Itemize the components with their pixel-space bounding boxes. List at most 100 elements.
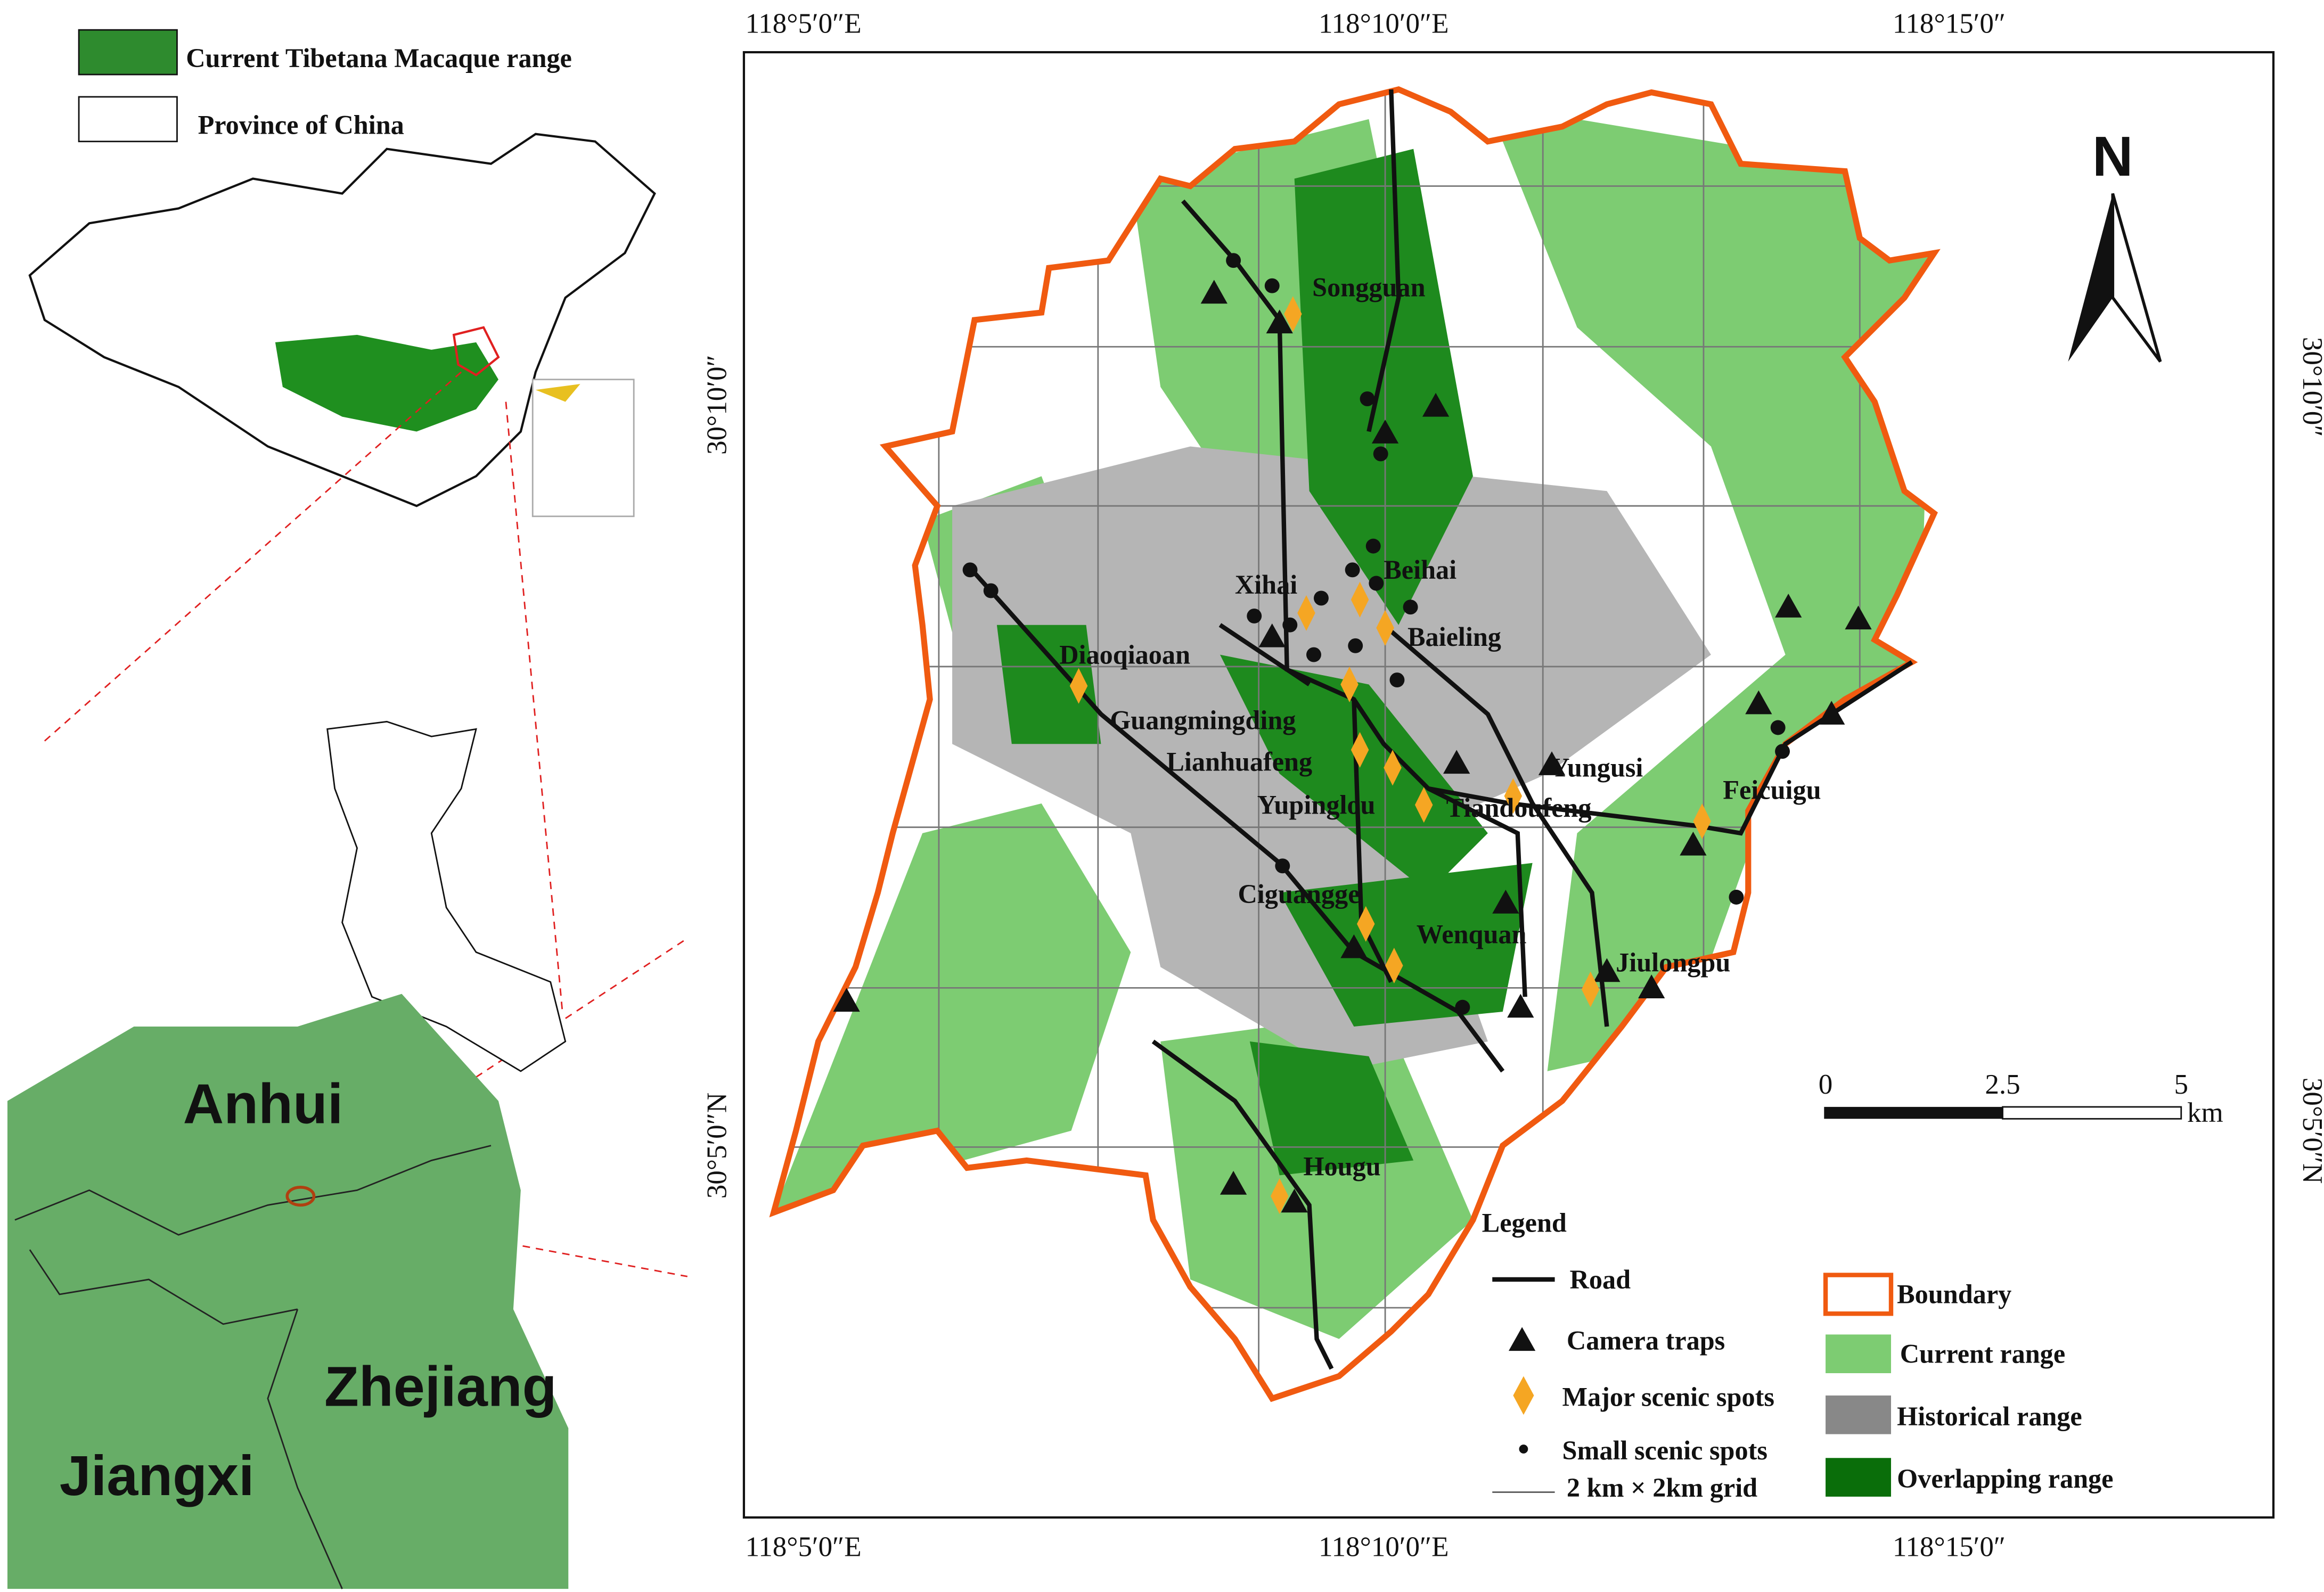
scenic-spot <box>1504 778 1523 814</box>
camera-trap <box>1492 890 1519 914</box>
small-scenic-spot <box>1360 391 1375 407</box>
small-scenic-spot <box>983 583 999 598</box>
north-label: N <box>2092 125 2133 188</box>
scenic-spot <box>1270 1178 1289 1214</box>
legend-label: Small scenic spots <box>1562 1435 1767 1465</box>
places-label: Guangmingding <box>1110 705 1296 735</box>
legend-label: Camera traps <box>1567 1325 1725 1355</box>
scale-bar-label: 0 <box>1819 1069 1833 1100</box>
china-outline <box>28 133 656 507</box>
axes-label: 118°10′0″E <box>1319 1532 1449 1563</box>
study-area <box>285 1185 316 1207</box>
scale-bar <box>2002 1106 2182 1120</box>
camera-trap <box>1507 994 1534 1018</box>
south-sea-inset <box>531 379 635 518</box>
camera-trap <box>1340 934 1368 958</box>
scenic-spot <box>1351 581 1369 618</box>
camera-trap <box>1745 690 1772 715</box>
scenic-spot <box>1385 947 1403 984</box>
scenic-spot <box>1069 668 1088 704</box>
anhui-outline <box>452 326 500 376</box>
overlapping-range <box>996 149 1533 1176</box>
small-scenic-spot <box>1369 576 1384 591</box>
camera-trap <box>1538 751 1566 775</box>
camera-trap <box>1281 1188 1308 1213</box>
small-scenic-spot <box>1226 253 1241 268</box>
camera-trap <box>1680 832 1707 856</box>
camera-trap <box>1443 750 1470 774</box>
small-scenic-spot <box>1365 538 1381 554</box>
axes-label: 30°10′0″ <box>2297 337 2324 437</box>
regions-label: Jiangxi <box>60 1445 255 1507</box>
legend-label: Historical range <box>1897 1401 2082 1431</box>
camera-trap <box>1266 309 1293 334</box>
axes-label: 118°15′0″ <box>1893 9 2006 39</box>
small-scenic-spot <box>1313 590 1329 606</box>
places-label: Tiandoufeng <box>1446 793 1592 823</box>
camera-trap <box>1775 594 1802 618</box>
places-label: Xihai <box>1235 570 1297 600</box>
places-label: Diaoqiaoan <box>1059 639 1190 669</box>
legend-current <box>1826 1334 1891 1374</box>
small-scenic-spot <box>1729 890 1744 905</box>
camera-trap <box>1200 280 1228 304</box>
places-label: Jiulongpu <box>1616 948 1730 978</box>
legend-swatch <box>78 29 178 76</box>
camera-trap <box>1422 392 1450 417</box>
legend-boundary <box>1823 1273 1894 1316</box>
province-border <box>14 1145 492 1589</box>
places-label: Songguan <box>1312 272 1425 302</box>
small-scenic-spot <box>1455 999 1470 1015</box>
camera-trap <box>1845 605 1872 630</box>
places-label: Wenquan <box>1417 920 1527 949</box>
places-label: Baieling <box>1408 622 1501 652</box>
camera-trap <box>1818 701 1845 725</box>
places-label: Feicuigu <box>1723 775 1821 805</box>
scale-bar-label: 5 <box>2174 1069 2189 1100</box>
scenic-spot <box>1414 787 1433 823</box>
land <box>535 384 580 402</box>
legend-historical <box>1826 1395 1891 1434</box>
axes-label: 118°5′0″E <box>746 1532 862 1563</box>
legend-label: 2 km × 2km grid <box>1567 1473 1757 1503</box>
small-scenic-spot <box>1306 647 1321 662</box>
small-scenic-spot <box>1282 617 1298 633</box>
places-label: Beihai <box>1384 555 1456 585</box>
camera-trap <box>1220 1171 1247 1195</box>
small-scenic-spot <box>1345 562 1360 578</box>
macaque-range <box>275 334 498 432</box>
small-scenic-spot <box>1389 672 1405 688</box>
small-scenic-spot <box>1275 858 1290 874</box>
small-scenic-spot <box>1348 638 1363 653</box>
camera-trap <box>1258 623 1286 647</box>
small-scenic-spot <box>1770 720 1786 735</box>
scale-bar <box>1824 1106 2003 1119</box>
small-scenic-spot <box>1247 608 1262 623</box>
legend-label: Legend <box>1482 1208 1567 1238</box>
inset-region <box>7 994 569 1589</box>
camera-trap <box>833 988 860 1012</box>
legend-camera <box>1508 1327 1536 1351</box>
legend-label: Boundary <box>1897 1279 2011 1309</box>
axes-label: 30°10′0″ <box>701 355 732 455</box>
places-label: Lianhuafeng <box>1166 747 1312 777</box>
legend-swatch <box>78 96 178 143</box>
legend-small-spot <box>1519 1445 1528 1454</box>
scale-bar-label: 2.5 <box>1985 1069 2020 1100</box>
places-label: Yupinglou <box>1257 790 1376 820</box>
scenic-spot <box>1351 732 1369 768</box>
legend-label: Overlapping range <box>1897 1464 2113 1493</box>
regions-label: Zhejiang <box>324 1355 557 1418</box>
regions-label: Anhui <box>183 1073 343 1136</box>
small-scenic-spot <box>1264 278 1280 293</box>
legend-label: Road <box>1570 1265 1631 1294</box>
axes-label: 118°10′0″E <box>1319 9 1449 39</box>
small-scenic-spot <box>1403 600 1418 615</box>
places-label: Ciguangge <box>1238 879 1360 909</box>
small-scenic-spot <box>1775 744 1790 759</box>
legend-scenic <box>1513 1376 1534 1415</box>
small-scenic-spot <box>1373 446 1388 462</box>
north-arrow <box>2111 193 2162 363</box>
legend-overlap <box>1826 1458 1891 1497</box>
